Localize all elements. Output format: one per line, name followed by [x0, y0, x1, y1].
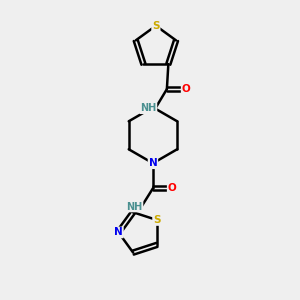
- Text: S: S: [153, 215, 160, 225]
- Text: O: O: [168, 183, 176, 193]
- Text: NH: NH: [126, 202, 142, 212]
- Text: O: O: [182, 84, 190, 94]
- Text: N: N: [148, 158, 157, 168]
- Text: N: N: [114, 227, 123, 237]
- Text: NH: NH: [140, 103, 157, 113]
- Text: S: S: [152, 21, 160, 31]
